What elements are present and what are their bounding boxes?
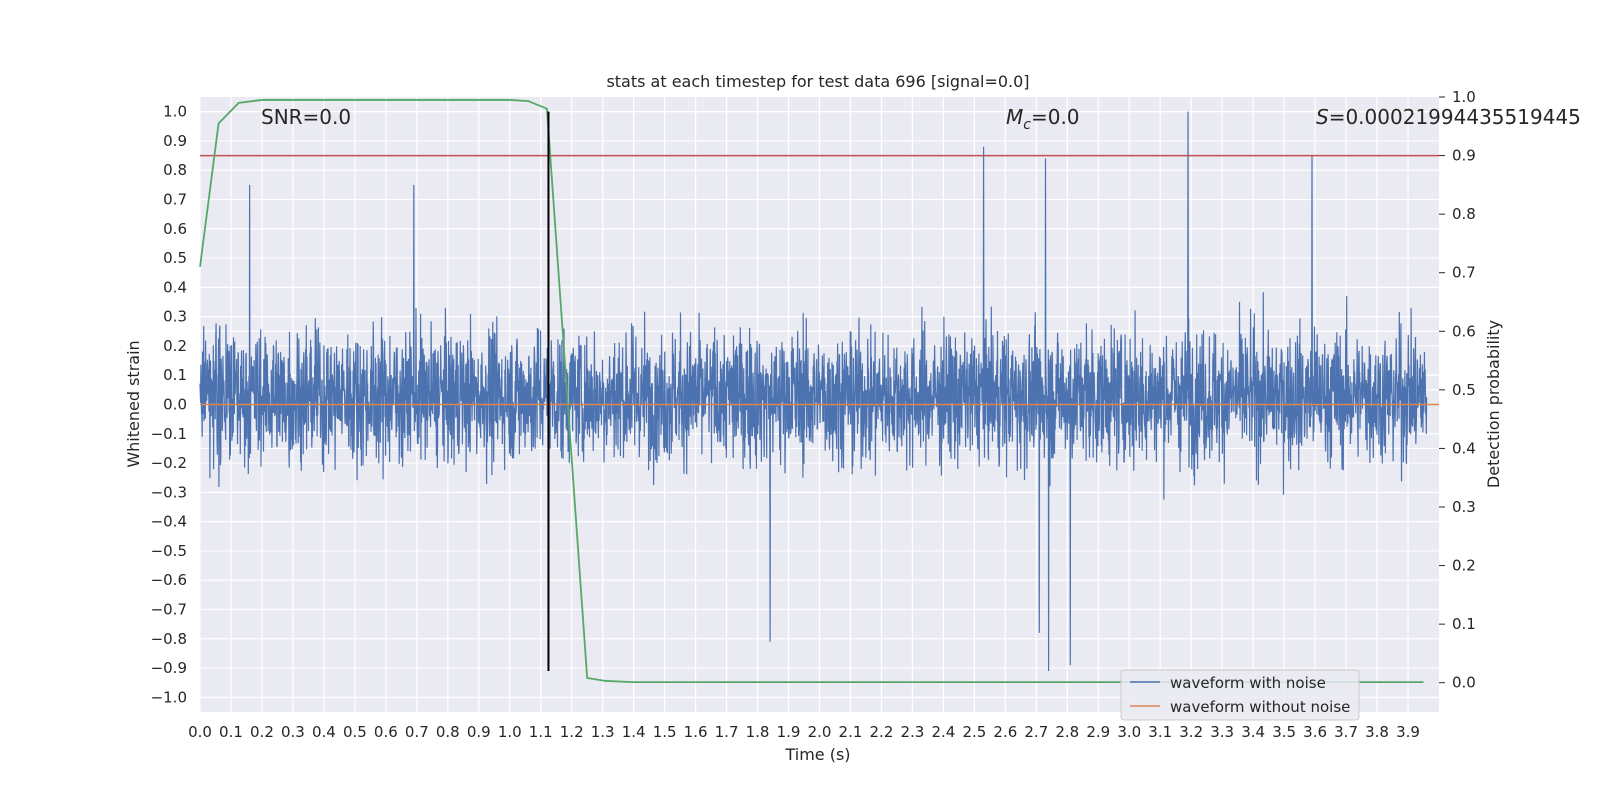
- y2-tick-label: 0.8: [1452, 205, 1476, 223]
- x-tick-label: 3.9: [1396, 723, 1420, 741]
- legend-label-noise: waveform with noise: [1170, 674, 1326, 692]
- y-tick-label: −0.2: [151, 454, 187, 472]
- y-tick-label: −0.7: [151, 601, 187, 619]
- s-annotation: S=0.00021994435519445: [1316, 105, 1581, 129]
- x-tick-label: 3.2: [1179, 723, 1203, 741]
- x-tick-label: 1.4: [622, 723, 646, 741]
- x-tick-label: 3.1: [1148, 723, 1172, 741]
- y2-tick-label: 0.6: [1452, 322, 1476, 340]
- x-tick-label: 1.6: [684, 723, 708, 741]
- probability-line: [199, 99, 1424, 684]
- y2-tick-labels: 1.0 0.9 0.8 0.7 0.6 0.5 0.4 0.3 0.2 0.1 0.0: [1439, 88, 1476, 692]
- x-tick-label: 0.3: [281, 723, 305, 741]
- x-tick-label: 1.8: [746, 723, 770, 741]
- x-tick-label: 0.9: [467, 723, 491, 741]
- x-tick-label: 0.6: [374, 723, 398, 741]
- probability-series: [199, 99, 1424, 684]
- y-tick-label: −0.6: [151, 571, 187, 589]
- y-tick-label: 0.5: [163, 249, 187, 267]
- legend-box: [1120, 669, 1360, 721]
- chart-title: stats at each timestep for test data 696…: [606, 72, 1029, 91]
- y2-tick-label: 0.9: [1452, 147, 1476, 165]
- y-tick-label: −0.4: [151, 513, 187, 531]
- x-tick-labels: 0.0 0.1 0.2 0.3 0.4 0.5 0.6 0.7 0.8 0.9 1.0 1.1 1.2 1…: [188, 723, 1420, 741]
- x-tick-label: 0.4: [312, 723, 336, 741]
- x-tick-label: 3.4: [1241, 723, 1265, 741]
- legend-label-clean: waveform without noise: [1170, 698, 1350, 716]
- y-tick-label: 0.4: [163, 278, 187, 296]
- x-tick-label: 1.9: [777, 723, 801, 741]
- y-tick-label: −0.9: [151, 659, 187, 677]
- y-tick-label: −0.3: [151, 483, 187, 501]
- snr-annotation: SNR=0.0: [261, 105, 351, 129]
- y-tick-label: −1.0: [151, 688, 187, 706]
- noise-series: [199, 111, 1428, 672]
- x-tick-label: 0.0: [188, 723, 212, 741]
- x-axis-label: Time (s): [784, 745, 850, 764]
- x-tick-label: 2.2: [870, 723, 894, 741]
- x-tick-label: 2.6: [993, 723, 1017, 741]
- x-tick-label: 2.9: [1086, 723, 1110, 741]
- noise-line: [199, 111, 1428, 672]
- x-tick-label: 1.1: [529, 723, 553, 741]
- x-tick-label: 0.7: [405, 723, 429, 741]
- x-tick-label: 3.0: [1117, 723, 1141, 741]
- s-symbol: S: [1316, 105, 1329, 129]
- x-tick-label: 1.7: [715, 723, 739, 741]
- y-tick-label: 0.0: [163, 396, 187, 414]
- y2-tick-label: 0.7: [1452, 264, 1476, 282]
- y2-tick-label: 0.2: [1452, 557, 1476, 575]
- x-tick-label: 2.3: [900, 723, 924, 741]
- x-tick-label: 0.5: [343, 723, 367, 741]
- y2-axis-label: Detection probability: [1484, 320, 1503, 488]
- y-tick-label: −0.8: [151, 630, 187, 648]
- y2-tick-label: 0.1: [1452, 615, 1476, 633]
- x-tick-label: 3.3: [1210, 723, 1234, 741]
- x-tick-label: 0.2: [250, 723, 274, 741]
- x-tick-label: 1.0: [498, 723, 522, 741]
- y2-tick-label: 0.4: [1452, 439, 1476, 457]
- y-tick-label: 0.1: [163, 366, 187, 384]
- x-tick-label: 0.8: [436, 723, 460, 741]
- mc-value: =0.0: [1031, 105, 1080, 129]
- x-tick-label: 3.5: [1272, 723, 1296, 741]
- y-tick-label: −0.1: [151, 425, 187, 443]
- y-tick-label: 0.8: [163, 161, 187, 179]
- y-tick-label: 0.9: [163, 132, 187, 150]
- y2-tick-label: 0.5: [1452, 381, 1476, 399]
- y2-tick-label: 0.3: [1452, 498, 1476, 516]
- x-tick-label: 3.6: [1303, 723, 1327, 741]
- y2-tick-label: 0.0: [1452, 674, 1476, 692]
- y2-tick-label: 1.0: [1452, 88, 1476, 106]
- y-tick-label: −0.5: [151, 542, 187, 560]
- x-tick-label: 3.8: [1365, 723, 1389, 741]
- y-tick-label: 0.7: [163, 191, 187, 209]
- x-tick-label: 2.5: [962, 723, 986, 741]
- legend: waveform with noise waveform without noi…: [1120, 669, 1360, 721]
- x-tick-label: 2.4: [931, 723, 955, 741]
- x-tick-label: 2.7: [1024, 723, 1048, 741]
- y-tick-label: 0.2: [163, 337, 187, 355]
- y-tick-labels: 1.0 0.9 0.8 0.7 0.6 0.5 0.4 0.3 0.2 0.1 0.0 −0.1 −0.…: [151, 103, 187, 707]
- x-tick-label: 2.1: [839, 723, 863, 741]
- x-tick-label: 2.8: [1055, 723, 1079, 741]
- mc-annotation: Mc=0.0: [1006, 105, 1080, 133]
- x-tick-label: 1.2: [560, 723, 584, 741]
- s-value: =0.00021994435519445: [1329, 105, 1581, 129]
- y-axis-label: Whitened strain: [124, 340, 143, 467]
- y-tick-label: 1.0: [163, 103, 187, 121]
- y-tick-label: 0.6: [163, 220, 187, 238]
- mc-subscript: c: [1023, 117, 1031, 133]
- x-tick-label: 2.0: [808, 723, 832, 741]
- x-tick-label: 0.1: [219, 723, 243, 741]
- x-tick-label: 1.5: [653, 723, 677, 741]
- y-tick-label: 0.3: [163, 308, 187, 326]
- x-tick-label: 3.7: [1334, 723, 1358, 741]
- x-tick-label: 1.3: [591, 723, 615, 741]
- mc-symbol: M: [1006, 105, 1023, 129]
